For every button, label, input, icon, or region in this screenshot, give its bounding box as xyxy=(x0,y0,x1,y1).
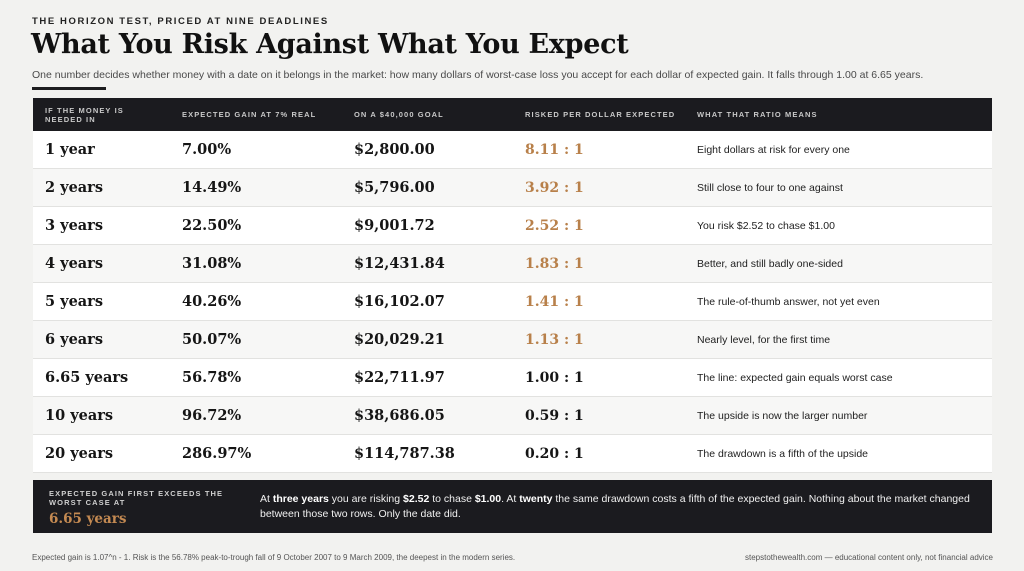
meaning-cell: The upside is now the larger number xyxy=(697,409,868,422)
callout-panel: EXPECTED GAIN FIRST EXCEEDS THE WORST CA… xyxy=(33,480,992,533)
horizon-cell: 20 years xyxy=(45,445,114,462)
meaning-cell: Better, and still badly one-sided xyxy=(697,257,843,270)
meaning-cell: You risk $2.52 to chase $1.00 xyxy=(697,219,835,232)
ratio-cell: 3.92 : 1 xyxy=(525,179,584,196)
callout-text-part: you are risking xyxy=(328,493,404,505)
horizon-cell: 6.65 years xyxy=(45,369,129,386)
ratio-cell: 0.59 : 1 xyxy=(525,407,584,424)
gain-cell: 96.72% xyxy=(182,407,242,424)
ratio-cell: 1.41 : 1 xyxy=(525,293,584,310)
ratio-cell: 1.13 : 1 xyxy=(525,331,584,348)
horizon-cell: 2 years xyxy=(45,179,103,196)
gain-cell: 22.50% xyxy=(182,217,242,234)
table-row: 4 years 31.08% $12,431.84 1.83 : 1 Better, a… xyxy=(33,245,992,283)
callout-text: At three years you are risking $2.52 to … xyxy=(260,492,980,522)
callout-text-part: . At xyxy=(501,493,520,505)
table-row: 6 years 50.07% $20,029.21 1.13 : 1 Nearly le… xyxy=(33,321,992,359)
gain-cell: 40.26% xyxy=(182,293,242,310)
callout-text-part: At xyxy=(260,493,273,505)
callout-emphasis: $2.52 xyxy=(403,493,430,505)
meaning-cell: The drawdown is a fifth of the upside xyxy=(697,447,869,460)
callout-value: 6.65 years xyxy=(49,511,127,527)
column-header-meaning: WHAT THAT RATIO MEANS xyxy=(697,110,818,119)
dollars-cell: $114,787.38 xyxy=(354,445,455,462)
dollars-cell: $5,796.00 xyxy=(354,179,435,196)
callout-text-part: the same drawdown costs a fifth of the e… xyxy=(260,493,970,520)
gain-cell: 56.78% xyxy=(182,369,242,386)
gain-cell: 7.00% xyxy=(182,141,232,158)
ratio-cell: 0.20 : 1 xyxy=(525,445,584,462)
table-row: 1 year 7.00% $2,800.00 8.11 : 1 Eight dollar… xyxy=(33,131,992,169)
subtitle: One number decides whether money with a … xyxy=(32,69,924,81)
dollars-cell: $22,711.97 xyxy=(354,369,445,386)
callout-emphasis: three years xyxy=(272,493,329,505)
gain-cell: 286.97% xyxy=(182,445,252,462)
meaning-cell: Still close to four to one against xyxy=(697,181,843,194)
table-row: 20 years 286.97% $114,787.38 0.20 : 1 The dr… xyxy=(33,435,992,473)
horizon-cell: 10 years xyxy=(45,407,114,424)
callout-text-part: to chase xyxy=(429,493,475,505)
callout-label: EXPECTED GAIN FIRST EXCEEDS THE WORST CA… xyxy=(49,489,224,507)
horizon-cell: 4 years xyxy=(45,255,103,272)
callout-emphasis: twenty xyxy=(519,493,553,505)
column-header-gain: EXPECTED GAIN AT 7% REAL xyxy=(182,110,317,119)
column-header-dollars: ON A $40,000 GOAL xyxy=(354,110,444,119)
horizon-cell: 3 years xyxy=(45,217,103,234)
gain-cell: 31.08% xyxy=(182,255,242,272)
gain-cell: 14.49% xyxy=(182,179,242,196)
table-row: 2 years 14.49% $5,796.00 3.92 : 1 Still clos… xyxy=(33,169,992,207)
table-row: 3 years 22.50% $9,001.72 2.52 : 1 You risk $… xyxy=(33,207,992,245)
callout-emphasis: $1.00 xyxy=(474,493,502,505)
dollars-cell: $2,800.00 xyxy=(354,141,435,158)
footer-credit: stepstothewealth.com — educational conte… xyxy=(745,553,993,562)
column-header-horizon: IF THE MONEY IS NEEDED IN xyxy=(45,105,124,124)
horizon-cell: 6 years xyxy=(45,331,103,348)
column-header-ratio: RISKED PER DOLLAR EXPECTED xyxy=(525,110,676,119)
page-title: What You Risk Against What You Expect xyxy=(31,29,629,60)
meaning-cell: Eight dollars at risk for every one xyxy=(697,143,850,156)
meaning-cell: The line: expected gain equals worst cas… xyxy=(697,371,893,384)
dollars-cell: $20,029.21 xyxy=(354,331,445,348)
footer-note: Expected gain is 1.07^n - 1. Risk is the… xyxy=(32,553,516,562)
title-underline xyxy=(32,87,106,90)
dollars-cell: $9,001.72 xyxy=(354,217,435,234)
horizon-table: IF THE MONEY IS NEEDED IN EXPECTED GAIN … xyxy=(33,98,992,473)
horizon-cell: 1 year xyxy=(45,141,95,158)
ratio-cell: 8.11 : 1 xyxy=(525,141,584,158)
meaning-cell: The rule-of-thumb answer, not yet even xyxy=(697,295,880,308)
table-body: 1 year 7.00% $2,800.00 8.11 : 1 Eight dollar… xyxy=(33,131,992,473)
kicker: THE HORIZON TEST, PRICED AT NINE DEADLIN… xyxy=(32,16,329,27)
table-row: 6.65 years 56.78% $22,711.97 1.00 : 1 The li… xyxy=(33,359,992,397)
ratio-cell: 1.83 : 1 xyxy=(525,255,584,272)
dollars-cell: $12,431.84 xyxy=(354,255,445,272)
meaning-cell: Nearly level, for the first time xyxy=(697,333,831,346)
ratio-cell: 2.52 : 1 xyxy=(525,217,584,234)
table-row: 5 years 40.26% $16,102.07 1.41 : 1 The rule-… xyxy=(33,283,992,321)
dollars-cell: $16,102.07 xyxy=(354,293,445,310)
table-row: 10 years 96.72% $38,686.05 0.59 : 1 The upsi… xyxy=(33,397,992,435)
table-header: IF THE MONEY IS NEEDED IN EXPECTED GAIN … xyxy=(33,98,992,131)
dollars-cell: $38,686.05 xyxy=(354,407,445,424)
horizon-cell: 5 years xyxy=(45,293,103,310)
gain-cell: 50.07% xyxy=(182,331,242,348)
ratio-cell: 1.00 : 1 xyxy=(525,369,584,386)
